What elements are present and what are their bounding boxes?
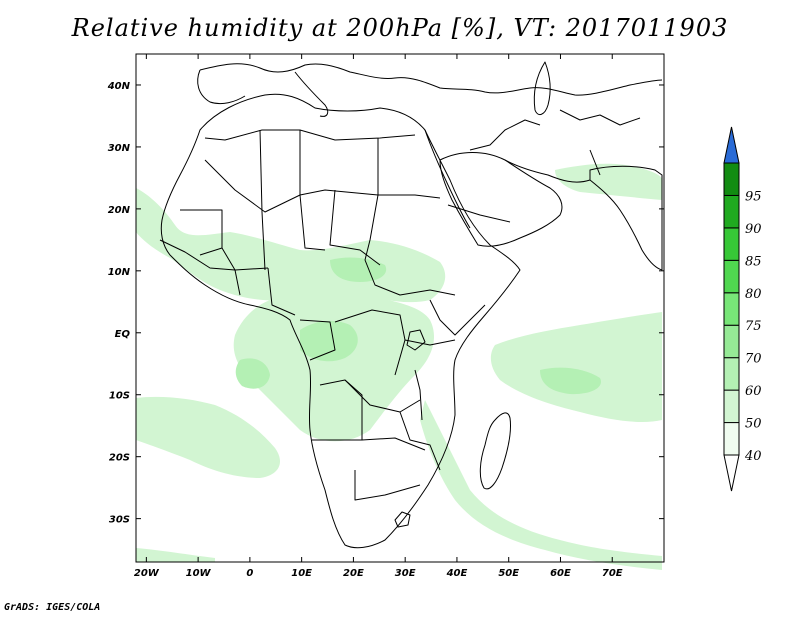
border-segment bbox=[559, 109, 641, 126]
coast-india bbox=[589, 165, 663, 271]
coast-europe bbox=[199, 63, 663, 96]
border-segment bbox=[312, 437, 426, 451]
colorbar-segment bbox=[723, 422, 740, 456]
y-tick-label: 20S bbox=[109, 453, 130, 464]
border-segment bbox=[329, 189, 381, 266]
colorbar-label: 40 bbox=[744, 449, 762, 464]
colorbar-label: 80 bbox=[745, 287, 762, 302]
x-tick-label: 70E bbox=[602, 568, 623, 579]
shade-patch-sahel bbox=[330, 257, 387, 282]
colorbar-segment bbox=[723, 162, 740, 196]
shade-patch-atlantic bbox=[235, 358, 270, 389]
colorbar-label: 75 bbox=[745, 319, 762, 334]
colorbar: 40 50 60 70 75 80 85 90 95 bbox=[723, 126, 762, 492]
border-segment bbox=[364, 259, 456, 296]
x-tick-label: 10W bbox=[186, 568, 212, 579]
colorbar-label: 60 bbox=[745, 384, 762, 399]
shade-patch-congo bbox=[300, 320, 358, 362]
border-segment bbox=[159, 239, 269, 271]
map-title: Relative humidity at 200hPa [%], VT: 201… bbox=[71, 14, 729, 42]
colorbar-over-arrow bbox=[723, 126, 740, 164]
coast-africa bbox=[160, 93, 521, 549]
border-segment bbox=[204, 159, 441, 213]
colorbar-segment bbox=[723, 389, 740, 424]
border-segment bbox=[469, 119, 541, 151]
political-borders bbox=[159, 109, 641, 528]
y-tick-label: 40N bbox=[107, 81, 131, 92]
colorbar-segment bbox=[723, 357, 740, 391]
colorbar-label: 70 bbox=[745, 352, 762, 367]
shade-region-southwest bbox=[136, 396, 280, 478]
border-segment bbox=[429, 299, 486, 336]
border-segment bbox=[180, 209, 223, 256]
shade-patch-indian bbox=[540, 367, 601, 395]
colorbar-under-arrow bbox=[723, 454, 740, 492]
coast-italy bbox=[294, 71, 329, 117]
credit-text: GrADS: IGES/COLA bbox=[4, 602, 101, 613]
border-segment bbox=[354, 470, 421, 501]
coast-madagascar bbox=[479, 412, 511, 490]
coastlines bbox=[160, 61, 663, 549]
colorbar-label: 90 bbox=[745, 222, 762, 237]
y-tick-label: 30S bbox=[109, 515, 130, 526]
shade-region-bottom-strip bbox=[136, 548, 215, 562]
y-tick-label: 20N bbox=[108, 205, 131, 216]
shade-region-indian-ocean bbox=[490, 312, 662, 423]
y-tick-label: 30N bbox=[108, 143, 131, 154]
colorbar-segment bbox=[723, 227, 740, 261]
shade-region-central-africa bbox=[233, 292, 435, 442]
coast-persian-gulf bbox=[504, 159, 591, 183]
x-tick-label: 50E bbox=[498, 568, 519, 579]
map-border bbox=[135, 53, 665, 563]
colorbar-label: 95 bbox=[745, 189, 762, 204]
border-segment bbox=[399, 411, 441, 471]
colorbar-segment bbox=[723, 292, 740, 326]
border-segment bbox=[344, 379, 421, 413]
y-tick-label: EQ bbox=[115, 329, 131, 340]
border-segment bbox=[394, 511, 411, 528]
x-tick-label: 30E bbox=[395, 568, 416, 579]
border-segment bbox=[406, 329, 426, 351]
colorbar-label: 50 bbox=[745, 417, 762, 432]
border-segment bbox=[267, 267, 296, 316]
humidity-shading bbox=[136, 163, 662, 570]
border-segment bbox=[259, 129, 266, 271]
border-segment bbox=[414, 369, 423, 421]
x-tick-label: 40E bbox=[446, 568, 468, 579]
border-segment bbox=[447, 204, 511, 223]
x-tick-label: 60E bbox=[550, 568, 571, 579]
x-tick-label: 20W bbox=[134, 568, 160, 579]
colorbar-label: 85 bbox=[745, 254, 762, 269]
coast-caspian bbox=[533, 61, 551, 116]
border-segment bbox=[221, 247, 241, 296]
colorbar-segment bbox=[723, 194, 740, 229]
border-segment bbox=[404, 339, 456, 346]
border-segment bbox=[319, 379, 363, 440]
colorbar-segment bbox=[723, 259, 740, 294]
border-segment bbox=[299, 319, 336, 361]
colorbar-segment bbox=[723, 324, 740, 359]
map-frame bbox=[135, 53, 665, 563]
shade-region-mozambique bbox=[420, 400, 662, 570]
x-tick-label: 0 bbox=[246, 568, 253, 579]
axis-tick-labels: 20W 10W 0 10E 20E 30E 40E 50E 60E 70E 40N 30N 20N 10N… bbox=[107, 81, 623, 579]
x-tick-label: 10E bbox=[291, 568, 312, 579]
shade-region-west-africa bbox=[136, 188, 446, 303]
border-segment bbox=[364, 138, 379, 261]
border-segment bbox=[334, 309, 406, 376]
y-tick-label: 10N bbox=[108, 267, 131, 278]
border-segment bbox=[589, 149, 601, 176]
x-tick-label: 20E bbox=[343, 568, 364, 579]
coast-iberia bbox=[197, 69, 246, 105]
y-tick-label: 10S bbox=[109, 391, 130, 402]
coast-red-sea bbox=[424, 129, 471, 229]
shade-region-arabia bbox=[555, 163, 662, 200]
border-segment bbox=[299, 130, 326, 251]
border-segment bbox=[204, 129, 416, 141]
